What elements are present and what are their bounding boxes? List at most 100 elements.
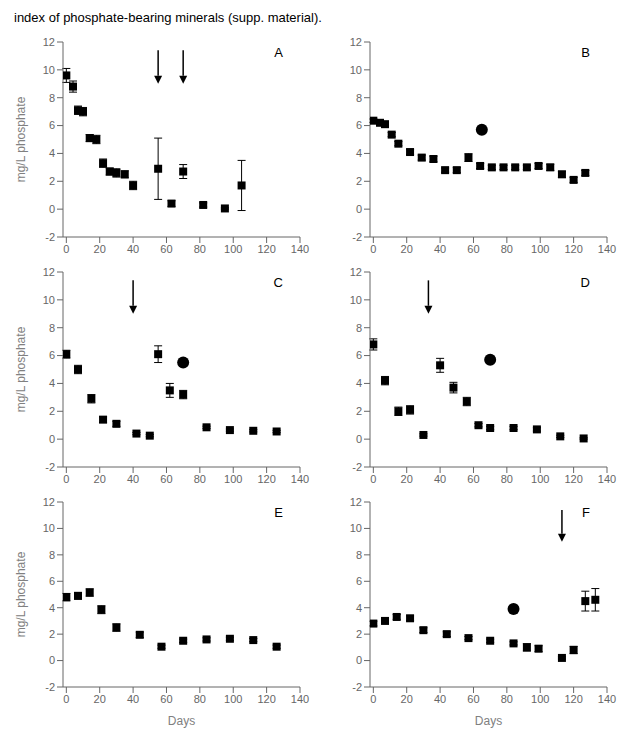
- svg-text:4: 4: [49, 377, 55, 389]
- svg-text:2: 2: [49, 628, 55, 640]
- svg-text:20: 20: [401, 243, 413, 255]
- svg-text:120: 120: [257, 473, 275, 485]
- svg-text:120: 120: [257, 693, 275, 705]
- svg-text:8: 8: [49, 92, 55, 104]
- svg-text:100: 100: [224, 243, 242, 255]
- svg-text:-2: -2: [45, 461, 55, 473]
- svg-text:100: 100: [531, 473, 549, 485]
- svg-text:-2: -2: [352, 461, 362, 473]
- svg-text:100: 100: [224, 473, 242, 485]
- svg-text:60: 60: [160, 243, 172, 255]
- svg-text:0: 0: [63, 243, 69, 255]
- svg-text:0: 0: [370, 693, 376, 705]
- svg-text:20: 20: [401, 693, 413, 705]
- svg-text:-2: -2: [45, 231, 55, 243]
- svg-text:-2: -2: [352, 231, 362, 243]
- svg-text:10: 10: [350, 522, 362, 534]
- svg-text:10: 10: [43, 522, 55, 534]
- svg-text:10: 10: [43, 64, 55, 76]
- svg-text:2: 2: [356, 405, 362, 417]
- svg-text:10: 10: [350, 64, 362, 76]
- svg-text:100: 100: [224, 693, 242, 705]
- svg-text:8: 8: [49, 549, 55, 561]
- svg-text:4: 4: [356, 147, 362, 159]
- svg-text:0: 0: [356, 433, 362, 445]
- svg-text:8: 8: [49, 322, 55, 334]
- svg-text:12: 12: [350, 496, 362, 508]
- svg-text:0: 0: [370, 243, 376, 255]
- svg-text:120: 120: [564, 693, 582, 705]
- svg-text:0: 0: [370, 473, 376, 485]
- svg-text:40: 40: [434, 693, 446, 705]
- svg-text:120: 120: [564, 243, 582, 255]
- svg-text:60: 60: [467, 693, 479, 705]
- svg-text:60: 60: [160, 693, 172, 705]
- svg-text:140: 140: [291, 473, 309, 485]
- svg-text:Days: Days: [168, 714, 195, 728]
- svg-text:6: 6: [356, 119, 362, 131]
- svg-text:140: 140: [598, 243, 616, 255]
- svg-text:0: 0: [49, 433, 55, 445]
- svg-text:4: 4: [49, 602, 55, 614]
- svg-text:60: 60: [160, 473, 172, 485]
- svg-text:100: 100: [531, 693, 549, 705]
- svg-text:12: 12: [43, 266, 55, 278]
- svg-text:140: 140: [291, 243, 309, 255]
- svg-text:0: 0: [356, 203, 362, 215]
- svg-text:2: 2: [49, 405, 55, 417]
- svg-text:2: 2: [356, 175, 362, 187]
- svg-text:6: 6: [356, 349, 362, 361]
- svg-text:12: 12: [43, 36, 55, 48]
- svg-text:0: 0: [49, 654, 55, 666]
- svg-text:12: 12: [350, 36, 362, 48]
- svg-text:80: 80: [194, 473, 206, 485]
- svg-text:-2: -2: [45, 681, 55, 693]
- svg-text:60: 60: [467, 473, 479, 485]
- svg-text:80: 80: [501, 243, 513, 255]
- svg-text:140: 140: [598, 473, 616, 485]
- svg-text:140: 140: [598, 693, 616, 705]
- svg-text:12: 12: [350, 266, 362, 278]
- svg-text:8: 8: [356, 322, 362, 334]
- svg-text:100: 100: [531, 243, 549, 255]
- svg-text:12: 12: [43, 496, 55, 508]
- svg-text:6: 6: [49, 349, 55, 361]
- svg-text:40: 40: [127, 473, 139, 485]
- svg-text:20: 20: [94, 693, 106, 705]
- svg-text:40: 40: [127, 693, 139, 705]
- svg-text:6: 6: [49, 575, 55, 587]
- svg-text:20: 20: [401, 473, 413, 485]
- svg-text:0: 0: [49, 203, 55, 215]
- svg-text:80: 80: [501, 693, 513, 705]
- svg-text:10: 10: [43, 294, 55, 306]
- svg-text:80: 80: [194, 243, 206, 255]
- svg-text:2: 2: [49, 175, 55, 187]
- svg-text:Days: Days: [475, 714, 502, 728]
- svg-text:140: 140: [291, 693, 309, 705]
- svg-text:mg/L phosphate: mg/L phosphate: [14, 326, 28, 412]
- svg-text:4: 4: [49, 147, 55, 159]
- svg-text:120: 120: [257, 243, 275, 255]
- svg-text:8: 8: [356, 92, 362, 104]
- svg-text:20: 20: [94, 243, 106, 255]
- svg-text:80: 80: [501, 473, 513, 485]
- svg-text:-2: -2: [352, 681, 362, 693]
- svg-text:10: 10: [350, 294, 362, 306]
- svg-text:6: 6: [49, 119, 55, 131]
- svg-text:mg/L phosphate: mg/L phosphate: [14, 551, 28, 637]
- svg-text:mg/L phosphate: mg/L phosphate: [14, 96, 28, 182]
- svg-text:2: 2: [356, 628, 362, 640]
- svg-text:0: 0: [63, 473, 69, 485]
- svg-text:20: 20: [94, 473, 106, 485]
- svg-text:60: 60: [467, 243, 479, 255]
- svg-text:40: 40: [434, 473, 446, 485]
- svg-text:8: 8: [356, 549, 362, 561]
- svg-text:4: 4: [356, 602, 362, 614]
- svg-text:4: 4: [356, 377, 362, 389]
- svg-text:0: 0: [356, 654, 362, 666]
- svg-text:0: 0: [63, 693, 69, 705]
- svg-text:40: 40: [127, 243, 139, 255]
- svg-text:120: 120: [564, 473, 582, 485]
- svg-text:6: 6: [356, 575, 362, 587]
- svg-text:40: 40: [434, 243, 446, 255]
